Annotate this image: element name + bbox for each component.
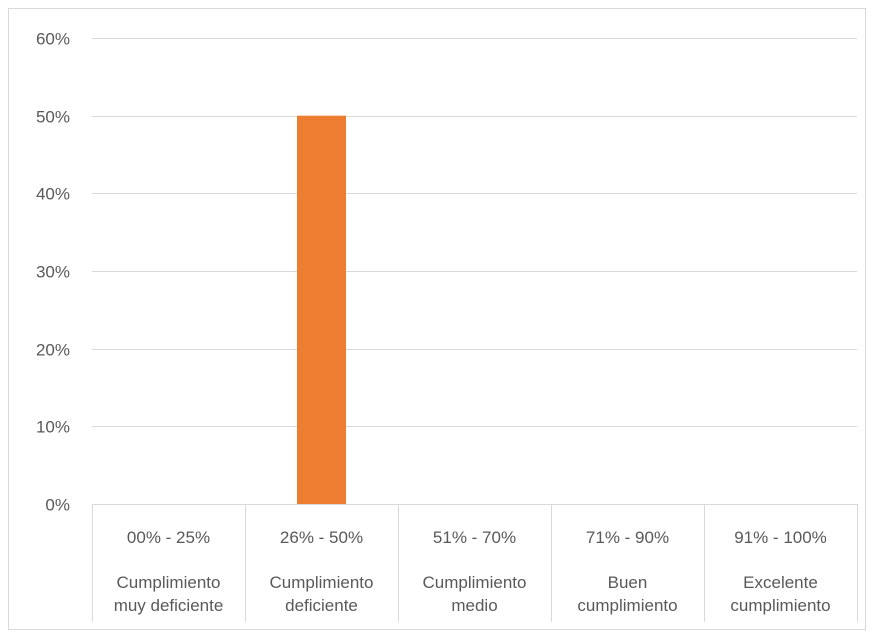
y-tick-label: 60% — [36, 30, 70, 49]
y-tick-label: 0% — [45, 496, 70, 515]
category-label: muy deficiente — [114, 596, 224, 615]
category-label: medio — [451, 596, 497, 615]
y-tick-label: 10% — [36, 418, 70, 437]
y-tick-label: 30% — [36, 263, 70, 282]
bars — [297, 115, 346, 505]
category-range-label: 00% - 25% — [127, 528, 210, 547]
y-tick-label: 20% — [36, 341, 70, 360]
bar — [297, 115, 346, 505]
category-label: Cumplimiento — [423, 573, 527, 592]
x-axis: 00% - 25% Cumplimiento muy deficiente 26% -… — [92, 504, 858, 622]
category-label: cumplimiento — [577, 596, 677, 615]
category-range-label: 26% - 50% — [280, 528, 363, 547]
gridlines — [92, 38, 857, 505]
y-tick-label: 50% — [36, 108, 70, 127]
category-label: Cumplimiento — [270, 573, 374, 592]
category-label: Cumplimiento — [117, 573, 221, 592]
y-axis-ticks: 0% 10% 20% 30% 40% 50% 60% — [36, 30, 70, 515]
category-range-label: 91% - 100% — [734, 528, 827, 547]
chart-frame — [8, 8, 866, 630]
category-label: Excelente — [743, 573, 818, 592]
category-label: cumplimiento — [730, 596, 830, 615]
y-tick-label: 40% — [36, 185, 70, 204]
category-label: Buen — [608, 573, 648, 592]
category-range-label: 71% - 90% — [586, 528, 669, 547]
category-range-label: 51% - 70% — [433, 528, 516, 547]
category-label: deficiente — [285, 596, 358, 615]
